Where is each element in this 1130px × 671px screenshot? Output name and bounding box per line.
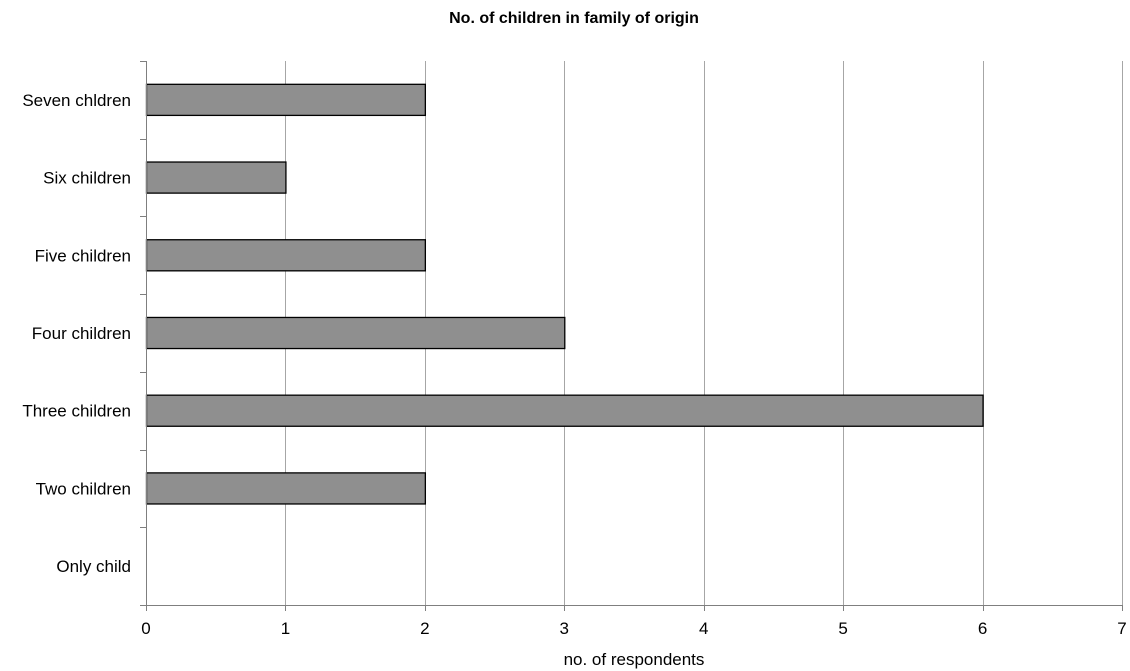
bar-two-children <box>145 472 427 505</box>
category-label: Only child <box>56 557 131 576</box>
category-label: Seven chldren <box>22 91 131 110</box>
x-tick-label: 6 <box>978 619 987 638</box>
bars <box>145 83 984 505</box>
tick-labels: 0 1 2 3 4 5 6 7 <box>141 619 1126 638</box>
x-tick-label: 5 <box>838 619 847 638</box>
x-axis-label: no. of respondents <box>564 650 705 669</box>
category-label: Six children <box>43 169 131 188</box>
category-labels: Only child Two children Three children Four… <box>22 91 131 576</box>
category-label: Two children <box>36 479 131 498</box>
x-tick-label: 0 <box>141 619 150 638</box>
x-tick-label: 1 <box>281 619 290 638</box>
bar-four-children <box>145 316 566 350</box>
bar-five-children <box>145 239 427 272</box>
axes <box>140 61 1123 611</box>
category-label: Three children <box>22 402 131 421</box>
x-tick-label: 3 <box>560 619 569 638</box>
bar-six-children <box>145 161 287 194</box>
bar-three-children <box>145 394 984 427</box>
x-tick-label: 4 <box>699 619 708 638</box>
bar-seven-chldren <box>145 83 427 117</box>
category-label: Five children <box>35 246 131 265</box>
x-tick-label: 7 <box>1117 619 1126 638</box>
x-tick-label: 2 <box>420 619 429 638</box>
category-label: Four children <box>32 324 131 343</box>
chart-title: No. of children in family of origin <box>449 10 699 27</box>
